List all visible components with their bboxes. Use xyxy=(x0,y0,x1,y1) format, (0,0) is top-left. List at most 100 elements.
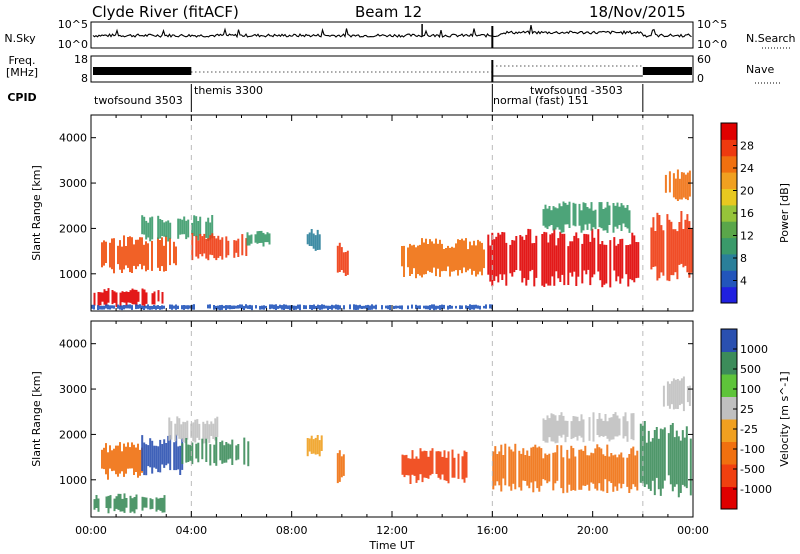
vel-region-8-strip xyxy=(586,455,589,485)
power-region-8-strip xyxy=(515,236,518,270)
power-region-8-strip xyxy=(609,240,612,288)
power-region-7-strip xyxy=(463,240,465,268)
power-region-12-strip xyxy=(169,304,171,309)
vel-region-8-strip xyxy=(588,455,591,491)
power-region-1-strip xyxy=(139,237,141,265)
power-region-8-strip xyxy=(577,238,580,277)
vel-region-10-strip xyxy=(661,429,664,489)
vel-region-8-strip xyxy=(608,456,611,482)
vel-region-3-strip xyxy=(182,421,185,442)
power-region-8-strip xyxy=(605,244,608,284)
power-region-3-strip xyxy=(225,236,228,258)
x-tick-label: 00:00 xyxy=(75,524,107,537)
vel-region-7-strip xyxy=(415,456,418,483)
vel-region-8-strip xyxy=(566,449,569,493)
power-region-6-strip xyxy=(346,250,349,275)
vel-region-1-strip xyxy=(123,443,125,477)
power-region-9-strip xyxy=(628,210,631,233)
vel-region-8-strip xyxy=(512,451,515,484)
vel-region-9-strip xyxy=(610,417,613,440)
power-region-3-strip xyxy=(217,235,220,258)
vel-region-8-strip xyxy=(630,448,633,490)
power-region-12-strip xyxy=(321,304,323,310)
cpid-label: CPID xyxy=(7,91,36,104)
vel-region-1-strip xyxy=(137,443,139,478)
vel-region-9-strip xyxy=(600,418,603,436)
vel-region-8-strip xyxy=(592,453,595,484)
vel-region-10-strip xyxy=(689,438,692,496)
power-region-3-strip xyxy=(197,240,200,259)
power-region-6 xyxy=(336,242,349,276)
power-region-8-strip xyxy=(555,245,558,272)
power-region-12-strip xyxy=(107,304,109,310)
vel-region-8-strip xyxy=(612,455,615,492)
power-region-12-strip xyxy=(207,304,209,309)
power-region-12-strip xyxy=(259,305,261,310)
power-region-12-strip xyxy=(459,305,461,310)
power-region-7-strip xyxy=(449,247,451,277)
power-region-8-strip xyxy=(487,234,490,275)
vel-region-10-strip xyxy=(651,438,654,481)
vel-region-10-strip xyxy=(677,436,680,498)
vel-region-3-strip xyxy=(196,419,199,438)
power-region-7-strip xyxy=(401,246,403,267)
power-region-12-strip xyxy=(191,304,193,310)
vel-region-4-strip xyxy=(181,443,184,464)
vel-region-6-strip xyxy=(342,454,345,476)
vel-region-4-strip xyxy=(191,442,194,465)
vel-region-8-strip xyxy=(530,447,533,483)
power-panel: 1000 2000 3000 4000 Slant Range [km] 28 24 20… xyxy=(30,114,791,312)
power-region-0-strip xyxy=(135,289,138,307)
vel-region-9-strip xyxy=(588,417,591,441)
vel-region-2-strip xyxy=(167,435,170,464)
vel-region-9-strip xyxy=(562,415,565,435)
power-region-12-strip xyxy=(163,305,165,309)
power-region-2-strip xyxy=(151,216,154,240)
vel-region-4-strip xyxy=(229,444,232,459)
power-region-0-strip xyxy=(153,291,156,305)
power-region-12-strip xyxy=(461,305,463,309)
power-region-8-strip xyxy=(591,228,594,278)
vel-region-0-strip xyxy=(95,495,98,508)
vel-region-4-strip xyxy=(221,440,224,464)
power-region-8-strip xyxy=(617,243,620,277)
vel-region-4-strip xyxy=(227,443,230,460)
vel-cbar-swatch xyxy=(721,329,737,352)
vel-region-8-strip xyxy=(540,448,543,486)
vel-region-1-strip xyxy=(115,445,117,475)
vel-region-1-strip xyxy=(111,450,113,472)
power-region-12-strip xyxy=(313,304,315,310)
vel-region-0-strip xyxy=(115,496,118,509)
power-region-10-strip xyxy=(662,230,665,276)
vel-region-7-strip xyxy=(405,454,408,476)
cpid-program-twofsound-neg: twofsound -3503 xyxy=(530,84,623,97)
power-region-12-strip xyxy=(243,305,245,310)
power-region-12-strip xyxy=(471,304,473,310)
power-y-axis: 1000 2000 3000 4000 xyxy=(59,132,693,281)
power-cbar-swatch xyxy=(721,270,737,288)
power-region-2-strip xyxy=(209,222,212,240)
power-region-9-strip xyxy=(554,207,557,230)
power-region-7-strip xyxy=(407,247,409,268)
vel-region-1-strip xyxy=(103,447,105,470)
power-region-1-strip xyxy=(147,243,149,270)
power-region-11-strip xyxy=(676,169,679,201)
vel-region-10-strip xyxy=(647,430,650,489)
vel-region-6-strip xyxy=(338,450,341,482)
power-region-12 xyxy=(91,304,493,311)
power-region-8-strip xyxy=(557,238,560,279)
vel-region-8-strip xyxy=(622,457,625,484)
vel-region-8-strip xyxy=(548,453,551,482)
power-region-4-strip xyxy=(248,235,251,246)
power-region-12-strip xyxy=(273,304,275,310)
vel-region-9-strip xyxy=(544,419,547,443)
power-region-9-strip xyxy=(622,205,625,224)
power-region-4-strip xyxy=(268,233,271,245)
power-region-0-strip xyxy=(125,291,128,306)
vel-region-9-strip xyxy=(596,419,599,435)
power-cbar-swatch xyxy=(721,139,737,157)
vel-region-2-strip xyxy=(169,435,172,471)
vel-cbar-tick-label: -1000 xyxy=(740,483,772,496)
power-region-8-strip xyxy=(513,240,516,273)
power-region-3-strip xyxy=(219,239,222,257)
